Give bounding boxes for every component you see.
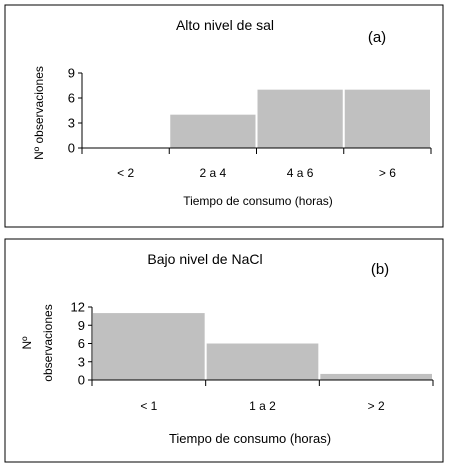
panel-label-a: (a)	[368, 29, 386, 46]
chart-title-b: Bajo nivel de NaCl	[147, 251, 262, 267]
x-tick-label-0-3: > 6	[379, 166, 396, 180]
bar-1-2	[320, 373, 432, 380]
chart-panel-a: Alto nivel de sal (a) Nº observaciones 0…	[4, 4, 444, 228]
bar-1-0	[93, 313, 205, 380]
bar-0-2	[257, 89, 343, 148]
y-axis-label-a: Nº observaciones	[32, 66, 46, 160]
plot-area-b: 0 3 6 9 12 < 1 1 a 2 > 2	[71, 300, 434, 413]
y-tick-label-0-0: 0	[68, 141, 75, 156]
bar-0-1	[170, 114, 256, 148]
plot-area-a: 0 3 6 9 < 2 2 a 4 4 a 6 > 6	[68, 66, 432, 180]
y-tick-label-0-2: 6	[68, 91, 75, 106]
y-tick-label-1-3: 9	[78, 318, 85, 333]
panel-label-b: (b)	[371, 261, 389, 278]
y-tick-label-1-0: 0	[78, 373, 85, 388]
y-tick-label-0-1: 3	[68, 116, 75, 131]
bar-1-1	[206, 343, 319, 380]
chart-title-a: Alto nivel de sal	[176, 17, 274, 33]
x-tick-label-0-0: < 2	[117, 166, 134, 180]
y-tick-label-1-2: 6	[78, 336, 85, 351]
y-tick-label-1-1: 3	[78, 354, 85, 369]
y-axis-label-b-line-1: Nº	[20, 336, 34, 350]
x-axis-label-b: Tiempo de consumo (horas)	[169, 431, 331, 446]
x-tick-label-0-2: 4 a 6	[287, 166, 314, 180]
x-tick-label-1-1: 1 a 2	[249, 399, 276, 413]
x-tick-label-1-0: < 1	[140, 399, 157, 413]
y-tick-label-1-4: 12	[71, 300, 85, 315]
chart-panel-b: Bajo nivel de NaCl (b) Nº observaciones …	[4, 238, 444, 463]
x-tick-label-0-1: 2 a 4	[200, 166, 227, 180]
y-tick-label-0-3: 9	[68, 66, 75, 81]
x-tick-label-1-2: > 2	[368, 399, 385, 413]
bar-0-3	[344, 89, 430, 148]
y-axis-label-b-line-2: observaciones	[41, 304, 55, 381]
x-axis-label-a: Tiempo de consumo (horas)	[183, 194, 333, 208]
